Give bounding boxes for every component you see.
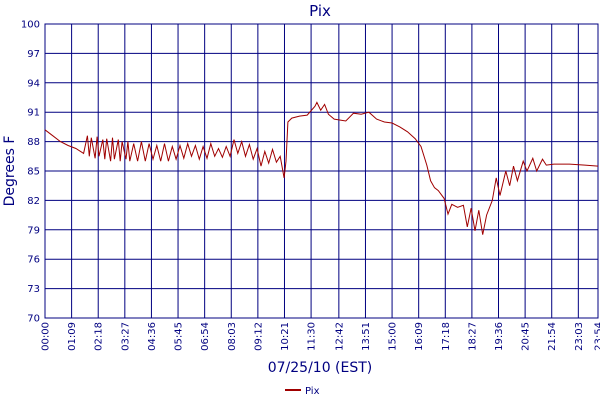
x-axis-label: 07/25/10 (EST) [268, 360, 373, 376]
x-tick-label: 13:51 [361, 322, 372, 351]
legend-label: Pix [305, 386, 320, 397]
x-tick-label: 20:45 [521, 322, 532, 351]
y-tick-label: 91 [27, 108, 40, 119]
x-tick-label: 11:30 [307, 322, 318, 351]
x-tick-label: 03:27 [120, 322, 131, 351]
y-tick-label: 82 [27, 196, 40, 207]
y-tick-label: 97 [27, 49, 40, 60]
x-tick-label: 19:36 [494, 322, 505, 351]
x-tick-label: 12:42 [334, 322, 345, 351]
x-tick-label: 16:09 [414, 322, 425, 351]
x-tick-label: 21:54 [547, 322, 558, 351]
y-axis-label: Degrees F [2, 136, 18, 207]
x-tick-label: 04:36 [147, 322, 158, 351]
x-tick-label: 17:18 [441, 322, 452, 351]
y-tick-label: 79 [27, 225, 40, 236]
y-tick-label: 100 [21, 20, 40, 31]
data-line [44, 101, 599, 235]
y-tick-label: 70 [27, 314, 40, 325]
y-tick-label: 94 [27, 78, 40, 89]
y-tick-label: 88 [27, 137, 40, 148]
x-tick-label: 06:54 [200, 322, 211, 351]
y-tick-label: 85 [27, 167, 40, 178]
x-tick-label: 01:09 [67, 322, 78, 351]
x-tick-label: 00:00 [41, 322, 52, 351]
x-tick-label: 15:00 [388, 322, 399, 351]
x-tick-label: 08:03 [227, 322, 238, 351]
x-tick-label: 02:18 [94, 322, 105, 351]
x-tick-label: 09:12 [253, 322, 264, 351]
x-tick-label: 23:54 [594, 322, 600, 351]
x-tick-label: 18:27 [467, 322, 478, 351]
y-tick-label: 73 [27, 284, 40, 295]
x-tick-label: 23:03 [574, 322, 585, 351]
x-tick-label: 10:21 [280, 322, 291, 351]
chart-title: Pix [309, 2, 331, 20]
y-tick-label: 76 [27, 255, 40, 266]
x-tick-label: 05:45 [174, 322, 185, 351]
